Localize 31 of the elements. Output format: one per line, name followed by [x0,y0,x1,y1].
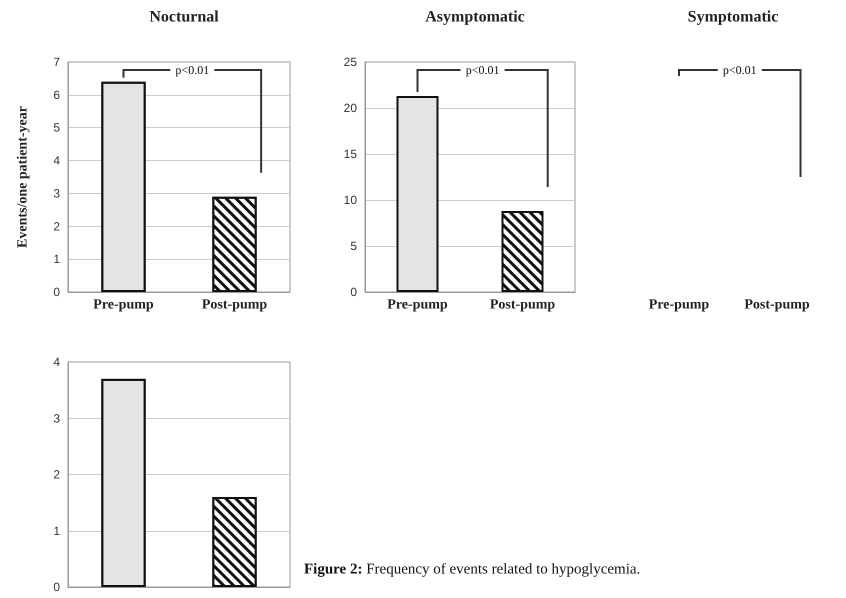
x-tick-label: Post-pump [490,298,556,312]
y-tick-label: 15 [344,147,358,161]
y-axis-title: Events/one patient-year [16,106,30,248]
x-tick-label: Pre-pump [93,298,154,312]
text: p<0.01 [722,63,757,77]
y-tick-label: 1 [53,524,60,538]
annotation: p<0.01 [466,63,500,77]
y-tick-label: 0 [350,285,358,299]
y-tick-label: 5 [53,120,60,135]
y-tick-label: 2 [53,468,60,482]
x-tick-label: Pre-pump [387,298,448,312]
y-tick-label: 25 [344,55,358,69]
text: Symptomatic [688,8,778,26]
y-tick-label: 10 [344,193,358,207]
chart-title: Asymptomatic [425,8,525,26]
y-tick-label: 0 [53,285,60,299]
y-tick-label: 1 [53,252,60,266]
y-tick-label: 6 [53,88,60,102]
y-tick-label: 0 [53,580,60,594]
y-tick-label: 2 [53,219,60,234]
y-tick-label: 20 [344,101,358,115]
caption: Figure 2: Frequency of events related to hypoglycemia. [304,562,640,578]
x-tick-label: Post-pump [202,298,268,312]
y-tick-label: 3 [53,411,60,426]
y-tick-label: 5 [350,239,358,253]
y-tick-label: 4 [53,154,60,168]
y-tick-label: 3 [53,186,60,200]
chart-title: Nocturnal [149,8,220,26]
y-tick-label: 7 [53,55,60,69]
annotation: p<0.01 [175,63,210,77]
y-tick-label: 4 [53,355,60,369]
